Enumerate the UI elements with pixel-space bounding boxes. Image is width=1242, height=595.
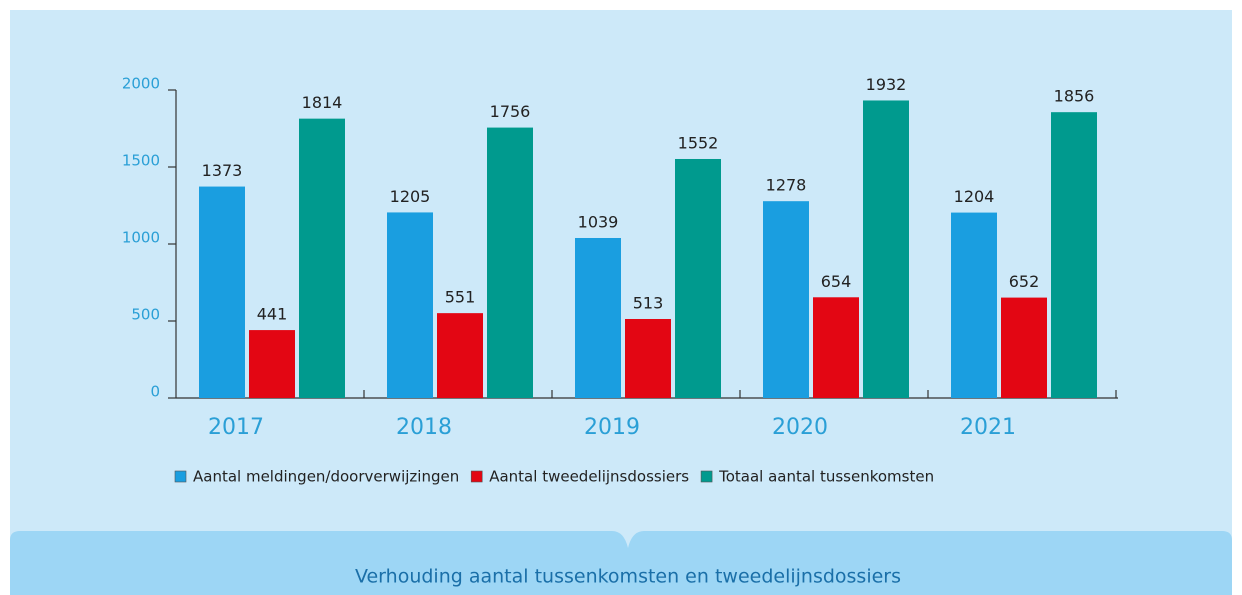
data-label: 1756: [490, 102, 531, 121]
bar: [249, 330, 295, 398]
bar: [1051, 112, 1097, 399]
data-label: 1205: [390, 187, 431, 206]
legend-label: Totaal aantal tussenkomsten: [718, 468, 934, 486]
y-tick-label: 0: [150, 383, 160, 401]
y-tick-label: 2000: [122, 75, 160, 93]
caption-band: [10, 531, 1232, 595]
bar: [763, 201, 809, 398]
bar: [675, 158, 721, 398]
data-label: 551: [445, 288, 476, 307]
data-label: 654: [821, 272, 852, 291]
legend-label: Aantal tweedelijnsdossiers: [489, 468, 689, 486]
data-label: 513: [633, 293, 664, 312]
legend-swatch: [700, 470, 713, 483]
data-label: 1932: [866, 75, 907, 94]
data-label: 1856: [1054, 87, 1095, 106]
bar: [299, 118, 345, 399]
y-tick-label: 1000: [122, 229, 160, 247]
bar: [387, 212, 433, 398]
data-label: 1278: [766, 176, 807, 195]
bar: [199, 186, 245, 398]
x-tick-label: 2019: [584, 415, 640, 440]
x-tick-label: 2018: [396, 415, 452, 440]
x-tick-label: 2021: [960, 415, 1016, 440]
data-label: 1814: [302, 93, 343, 112]
bar: [813, 297, 859, 398]
bar: [437, 313, 483, 398]
bar: [863, 100, 909, 399]
x-tick-label: 2020: [772, 415, 828, 440]
legend-label: Aantal meldingen/doorverwijzingen: [193, 468, 459, 486]
data-label: 1204: [954, 187, 995, 206]
y-tick-label: 1500: [122, 152, 160, 170]
data-label: 1552: [678, 133, 719, 152]
data-label: 652: [1009, 272, 1040, 291]
data-label: 1039: [578, 212, 619, 231]
bar: [951, 212, 997, 398]
data-label: 1373: [202, 161, 243, 180]
x-tick-label: 2017: [208, 415, 264, 440]
caption: Verhouding aantal tussenkomsten en tweed…: [355, 566, 901, 588]
bar: [1001, 297, 1047, 398]
legend-swatch: [174, 470, 187, 483]
bar: [575, 237, 621, 398]
data-label: 441: [257, 305, 288, 324]
bar: [625, 318, 671, 398]
legend-swatch: [470, 470, 483, 483]
y-tick-label: 500: [131, 306, 160, 324]
bar: [487, 127, 533, 399]
